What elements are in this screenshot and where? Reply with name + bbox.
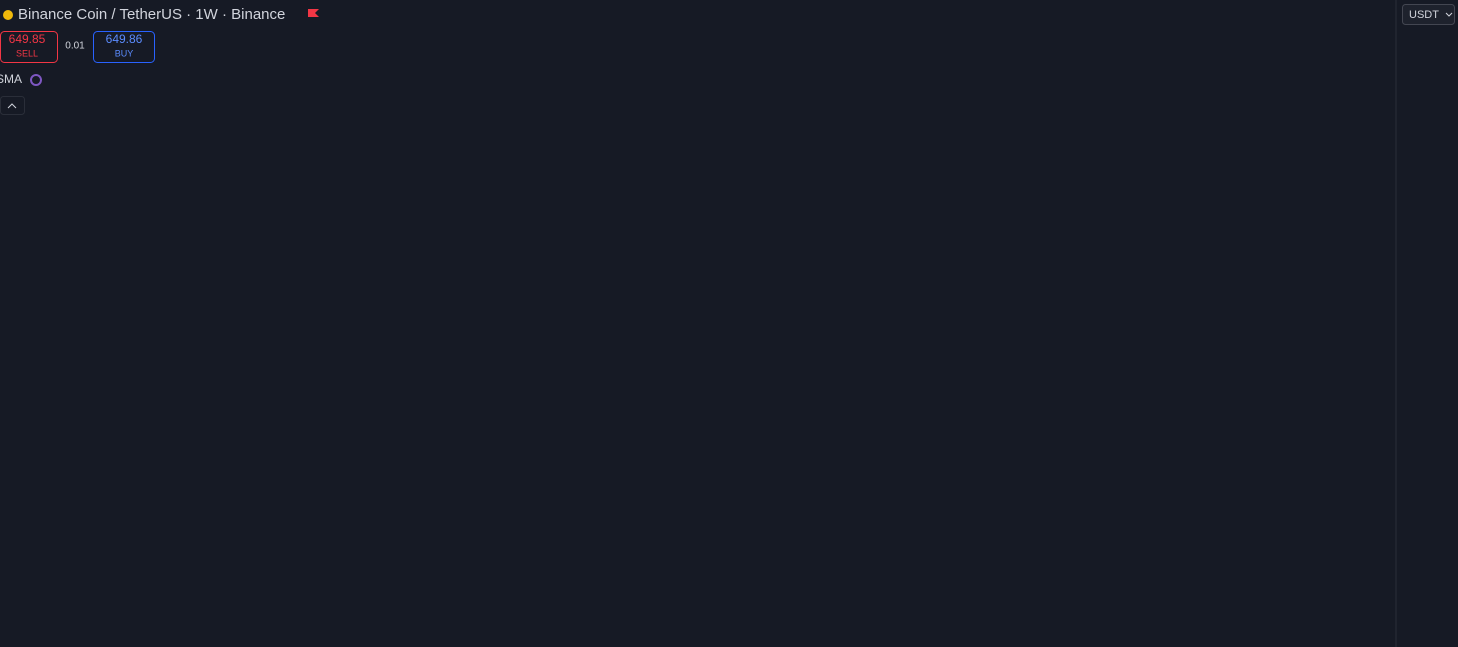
buy-button[interactable] bbox=[93, 31, 155, 63]
chart-title: Binance Coin / TetherUS · 1W · Binance bbox=[18, 6, 285, 23]
buy-price: 649.86 bbox=[106, 32, 143, 46]
header: Binance Coin / TetherUS · 1W · Binance 6… bbox=[0, 4, 1455, 115]
indicator-name: SMA bbox=[0, 72, 22, 86]
chevron bbox=[1445, 12, 1453, 17]
coin-icon bbox=[3, 10, 13, 20]
spread: 0.01 bbox=[65, 41, 85, 52]
chevron bbox=[7, 103, 17, 109]
flag bbox=[308, 9, 319, 17]
sell-button[interactable] bbox=[0, 31, 58, 63]
collapse-button[interactable] bbox=[0, 96, 25, 115]
currency: USDT bbox=[1409, 9, 1439, 21]
currency-select[interactable] bbox=[1402, 4, 1455, 25]
buy-label: BUY bbox=[115, 48, 134, 58]
indicator-icon[interactable] bbox=[30, 74, 42, 86]
sell-label: SELL bbox=[16, 48, 38, 58]
sell-price: 649.85 bbox=[9, 32, 46, 46]
